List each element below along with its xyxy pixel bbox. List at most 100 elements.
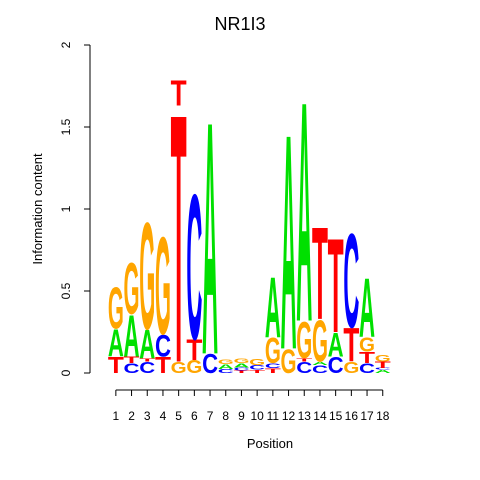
svg-text:C: C: [124, 360, 140, 376]
logo-letter-A: A: [359, 262, 375, 356]
logo-letter-C: C: [155, 328, 171, 364]
svg-text:C: C: [375, 368, 391, 370]
logo-letter-C: C: [202, 349, 218, 380]
x-tick-label: 18: [376, 409, 390, 423]
svg-text:A: A: [312, 361, 329, 366]
logo-letter-C: C: [139, 360, 155, 377]
logo-letter-C: C: [233, 367, 250, 372]
logo-letter-T: T: [186, 333, 202, 366]
logo-letter-A: A: [218, 363, 234, 371]
x-tick-label: 1: [113, 409, 120, 423]
svg-text:A: A: [281, 72, 297, 415]
svg-text:T: T: [359, 348, 375, 366]
svg-text:G: G: [124, 250, 140, 330]
svg-text:C: C: [233, 367, 250, 372]
x-tick-label: 14: [313, 409, 327, 423]
logo-letter-C: C: [343, 207, 359, 356]
svg-text:G: G: [139, 191, 155, 362]
svg-text:G: G: [375, 354, 391, 364]
x-tick-label: 13: [298, 409, 312, 423]
svg-text:C: C: [359, 360, 375, 376]
x-tick-label: 9: [238, 409, 245, 423]
x-tick-label: 16: [345, 409, 359, 423]
x-tick-label: 8: [222, 409, 229, 423]
svg-text:G: G: [281, 341, 297, 380]
logo-letter-G: G: [186, 357, 202, 378]
svg-text:T: T: [296, 357, 313, 362]
logo-letter-T: T: [124, 355, 140, 365]
logo-letter-A: A: [108, 321, 124, 365]
y-axis-label: Information content: [30, 153, 45, 265]
x-tick-label: 5: [175, 409, 182, 423]
logo-letter-G: G: [265, 331, 281, 372]
y-tick-label: 1: [59, 205, 73, 212]
logo-letter-G: G: [312, 309, 328, 374]
logo-letter-T: T: [265, 367, 281, 374]
logo-letter-C: C: [296, 360, 312, 377]
logo-letter-G: G: [375, 354, 391, 364]
svg-text:C: C: [296, 360, 312, 377]
svg-text:A: A: [218, 363, 234, 371]
logo-letter-G: G: [171, 358, 187, 376]
svg-text:G: G: [171, 358, 187, 376]
logo-letter-G: G: [249, 358, 265, 367]
logo-letter-C: C: [375, 368, 391, 370]
logo-letter-G: G: [108, 277, 124, 342]
x-tick-label: 11: [267, 409, 280, 423]
logo-letter-G: G: [139, 191, 155, 362]
logo-letter-G: G: [233, 357, 249, 365]
svg-text:T: T: [186, 333, 202, 366]
x-tick-label: 2: [128, 409, 135, 423]
logo-letter-G: G: [218, 358, 234, 366]
svg-text:A: A: [359, 262, 375, 356]
svg-text:T: T: [139, 357, 156, 362]
y-tick-label: 2: [59, 41, 73, 48]
svg-text:T: T: [171, 72, 188, 113]
x-axis-label: Position: [247, 436, 293, 451]
svg-text:C: C: [328, 353, 344, 378]
svg-text:T: T: [375, 360, 391, 370]
svg-text:G: G: [343, 358, 359, 376]
logo-letter-T: T: [343, 319, 359, 372]
logo-letter-A: A: [296, 37, 312, 388]
svg-text:G: G: [218, 358, 234, 366]
logo-letter-C: C: [249, 364, 265, 372]
svg-text:G: G: [265, 331, 281, 372]
svg-text:C: C: [265, 362, 281, 370]
x-tick-label: 10: [250, 409, 264, 423]
logo-letter-T: T: [328, 210, 344, 361]
logo-letter-C: C: [328, 353, 344, 378]
y-tick-label: 1.5: [59, 118, 73, 135]
x-tick-label: 15: [329, 409, 343, 423]
svg-text:A: A: [328, 327, 344, 365]
logo-letter-G: G: [281, 341, 297, 380]
svg-text:C: C: [202, 349, 218, 380]
logo-letter-G: G: [296, 312, 312, 370]
svg-text:A: A: [139, 321, 155, 367]
logo-letter-A: A: [124, 305, 140, 370]
svg-text:G: G: [296, 312, 312, 370]
logo-letter-T: T: [249, 369, 266, 374]
svg-text:A: A: [375, 369, 392, 374]
logo-letter-T: T: [139, 357, 156, 362]
logo-letter-A: A: [202, 53, 218, 424]
logo-letter-C: C: [265, 362, 281, 370]
logo-letter-G: G: [155, 209, 171, 364]
x-tick-label: 12: [282, 409, 296, 423]
svg-text:T: T: [233, 370, 250, 374]
svg-text:T: T: [124, 355, 140, 365]
svg-text:G: G: [155, 209, 171, 364]
logo-letter-T: T: [375, 360, 391, 370]
logo-letter-C: C: [359, 360, 375, 376]
svg-text:A: A: [265, 260, 281, 356]
axes: 00.511.521 2 3 4 5 6 7 8 9 10 11 12 13 14 15 16 17 18: [59, 41, 390, 423]
svg-text:C: C: [218, 368, 234, 374]
svg-text:T: T: [249, 369, 266, 374]
logo-letter-G: G: [343, 358, 359, 376]
logo-letter-T: T: [171, 41, 187, 437]
svg-text:T: T: [155, 354, 171, 379]
logo-letter-T: T: [155, 354, 171, 379]
logo-letter-T: T: [108, 354, 124, 379]
